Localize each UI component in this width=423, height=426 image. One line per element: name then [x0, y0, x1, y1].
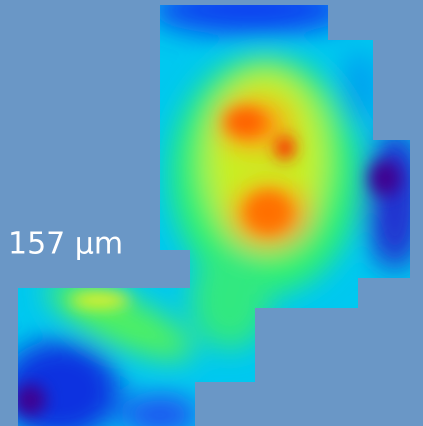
heatmap-view: 157 µm [0, 0, 423, 426]
scale-label: 157 µm [8, 227, 123, 262]
